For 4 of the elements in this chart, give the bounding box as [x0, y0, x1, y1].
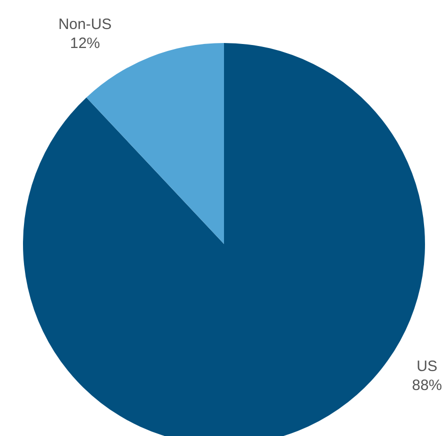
- data-label: 12%: [70, 35, 100, 52]
- slice-label: US: [416, 358, 438, 375]
- data-label: 88%: [412, 377, 442, 394]
- slice-label: Non-US: [58, 16, 112, 33]
